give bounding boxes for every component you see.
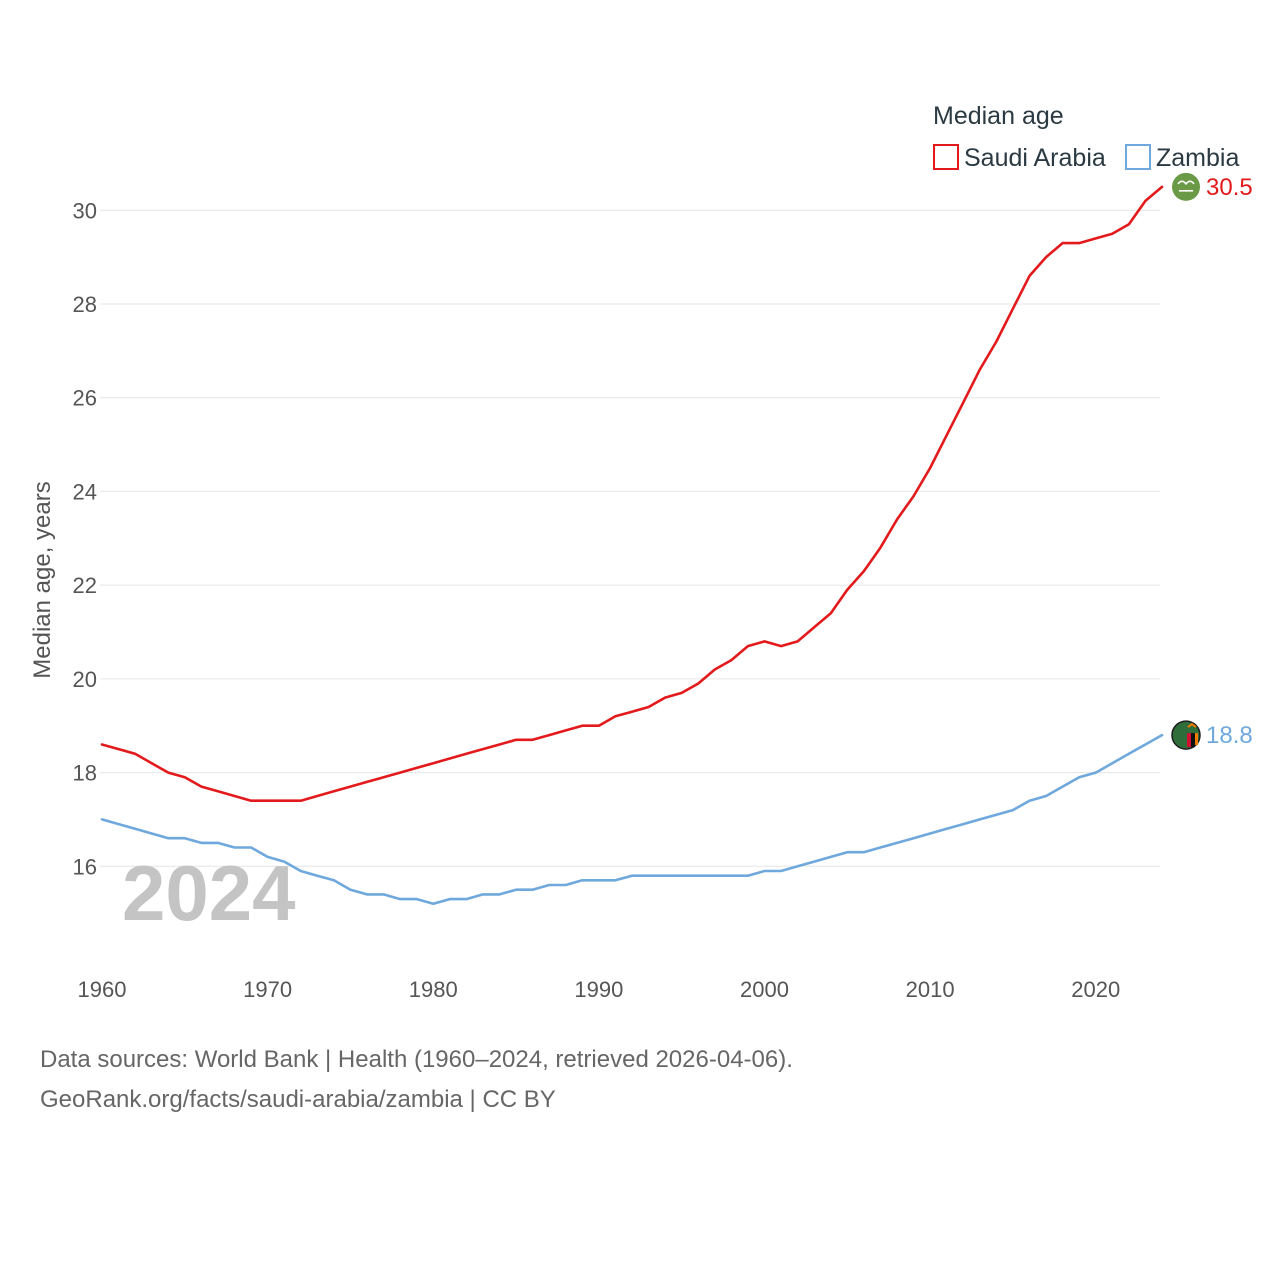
legend-label: Zambia bbox=[1156, 144, 1239, 172]
x-tick-label: 1960 bbox=[78, 977, 127, 1002]
y-tick-label: 20 bbox=[73, 667, 97, 692]
flag-stripe-black bbox=[1191, 733, 1195, 748]
footer-sources: Data sources: World Bank | Health (1960–… bbox=[40, 1046, 793, 1073]
y-tick-label: 26 bbox=[73, 386, 97, 411]
y-tick-label: 18 bbox=[73, 761, 97, 786]
legend-swatch bbox=[1125, 144, 1151, 170]
footer-attribution[interactable]: GeoRank.org/facts/saudi-arabia/zambia | … bbox=[40, 1086, 556, 1113]
flag-circle bbox=[1172, 172, 1200, 201]
y-axis-ticks: 16 18 20 22 24 26 28 30 bbox=[73, 198, 97, 879]
legend-label: Saudi Arabia bbox=[964, 144, 1106, 172]
x-tick-label: 1970 bbox=[243, 977, 292, 1002]
y-tick-label: 22 bbox=[73, 573, 97, 598]
x-tick-label: 2010 bbox=[906, 977, 955, 1002]
x-tick-label: 1980 bbox=[409, 977, 458, 1002]
y-tick-label: 30 bbox=[73, 198, 97, 223]
flag-stripe-red bbox=[1187, 733, 1191, 748]
y-tick-label: 24 bbox=[73, 479, 97, 504]
series-endpoints: 30.5 18.8 bbox=[1171, 172, 1253, 750]
flag-eagle bbox=[1187, 722, 1197, 728]
x-axis-ticks: 1960 1970 1980 1990 2000 2010 2020 bbox=[78, 977, 1121, 1002]
series-lines bbox=[100, 185, 1164, 906]
x-tick-label: 2020 bbox=[1071, 977, 1120, 1002]
legend-title: Median age bbox=[933, 102, 1064, 130]
x-tick-label: 2000 bbox=[740, 977, 789, 1002]
legend-swatch bbox=[933, 144, 959, 170]
flag-script bbox=[1177, 180, 1195, 192]
saudi-arabia-flag-icon bbox=[1172, 172, 1200, 201]
series-line-saudi-arabia bbox=[100, 185, 1164, 803]
y-axis-label: Median age, years bbox=[29, 481, 56, 678]
end-value-label: 30.5 bbox=[1206, 174, 1253, 201]
end-value-label: 18.8 bbox=[1206, 722, 1253, 749]
gridlines bbox=[100, 209, 1160, 867]
y-tick-label: 28 bbox=[73, 292, 97, 317]
x-tick-label: 1990 bbox=[574, 977, 623, 1002]
legend: Median age Saudi Arabia Zambia bbox=[933, 102, 1239, 172]
current-year-watermark: 2024 bbox=[122, 849, 296, 937]
series-line-zambia bbox=[100, 733, 1164, 906]
line-chart: 16 18 20 22 24 26 28 30 1960 1970 1980 1990 2000 201… bbox=[29, 102, 1253, 1002]
flag-stripe-orange bbox=[1195, 733, 1198, 746]
y-tick-label: 16 bbox=[73, 854, 97, 879]
zambia-flag-icon bbox=[1171, 720, 1201, 750]
